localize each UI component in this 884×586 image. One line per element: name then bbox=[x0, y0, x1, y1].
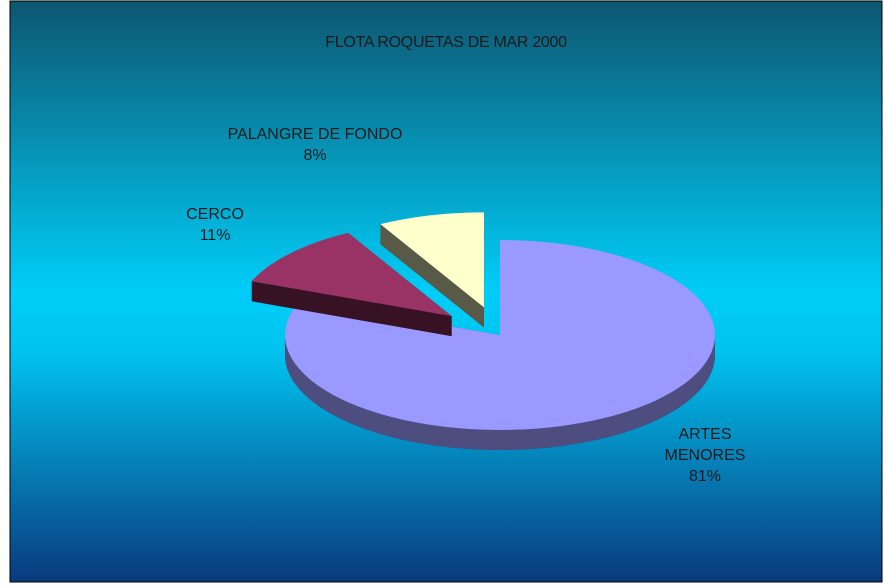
value-label: 11% bbox=[199, 227, 231, 244]
slice bbox=[285, 240, 716, 430]
value-label: 81% bbox=[688, 468, 722, 485]
slice bbox=[380, 212, 484, 308]
chart-title: FLOTA ROQUETAS DE MAR 2000 bbox=[325, 34, 567, 51]
slice-wall bbox=[380, 224, 484, 328]
slice-wall bbox=[251, 281, 452, 337]
category-label: PALANGRE DE FONDO bbox=[227, 126, 403, 143]
data-label: ARTES MENORES 81% bbox=[645, 424, 765, 487]
category-label: ARTES MENORES bbox=[664, 426, 746, 464]
slice-side bbox=[285, 335, 715, 450]
data-label: CERCO 11% bbox=[160, 204, 270, 246]
value-label: 8% bbox=[303, 147, 327, 164]
data-label: PALANGRE DE FONDO 8% bbox=[225, 124, 405, 166]
category-label: CERCO bbox=[186, 206, 244, 223]
slice bbox=[251, 232, 452, 317]
